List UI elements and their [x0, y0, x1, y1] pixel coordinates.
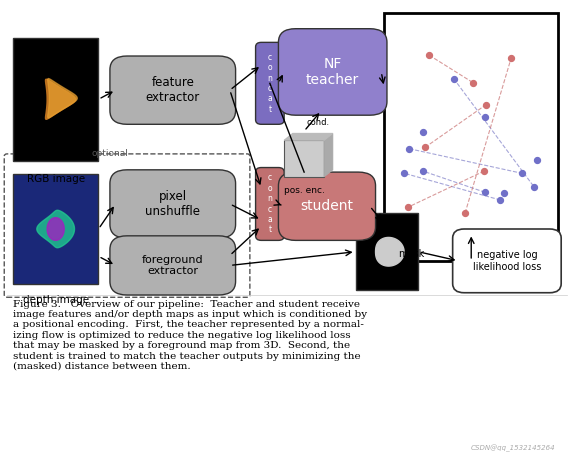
Text: depth image: depth image [22, 295, 89, 305]
Point [499, 189, 509, 196]
Point [425, 52, 434, 59]
Point [482, 101, 491, 108]
Point [518, 170, 527, 177]
Point [506, 55, 515, 62]
Point [480, 189, 490, 196]
Text: feature
extractor: feature extractor [146, 76, 200, 104]
Text: RGB image: RGB image [26, 174, 85, 185]
Text: cond.: cond. [307, 118, 330, 126]
Polygon shape [37, 210, 75, 248]
Point [418, 168, 428, 175]
FancyBboxPatch shape [110, 56, 235, 124]
Text: foreground
extractor: foreground extractor [142, 255, 204, 276]
Point [468, 79, 478, 87]
FancyBboxPatch shape [110, 236, 235, 295]
Point [533, 157, 542, 164]
Polygon shape [324, 133, 333, 177]
FancyBboxPatch shape [278, 29, 387, 115]
Text: optional: optional [91, 149, 129, 158]
Text: pixel
unshuffle: pixel unshuffle [145, 190, 200, 218]
FancyBboxPatch shape [255, 168, 284, 240]
Point [449, 75, 458, 82]
Text: mask: mask [398, 249, 425, 259]
Text: NF
teacher: NF teacher [306, 57, 359, 87]
Point [496, 196, 505, 204]
Point [421, 144, 430, 151]
FancyBboxPatch shape [255, 42, 284, 124]
Text: pos. enc.: pos. enc. [284, 186, 324, 195]
Bar [355, 213, 418, 290]
Text: student: student [300, 199, 354, 213]
Point [530, 184, 539, 191]
FancyBboxPatch shape [284, 140, 324, 177]
Polygon shape [47, 218, 64, 240]
Polygon shape [48, 79, 77, 118]
FancyBboxPatch shape [110, 170, 235, 238]
Polygon shape [284, 133, 333, 140]
Text: negative log
likelihood loss: negative log likelihood loss [473, 250, 541, 272]
Text: CSDN@qq_1532145264: CSDN@qq_1532145264 [471, 445, 556, 452]
Bar [13, 174, 99, 284]
FancyBboxPatch shape [278, 172, 375, 240]
Text: Figure 3.   Overview of our pipeline:  Teacher and student receive
image feature: Figure 3. Overview of our pipeline: Teac… [13, 300, 367, 371]
FancyBboxPatch shape [453, 229, 561, 293]
Point [405, 145, 414, 153]
Polygon shape [375, 237, 404, 266]
Point [403, 204, 412, 211]
Text: dist.
loss: dist. loss [390, 217, 410, 238]
Polygon shape [45, 79, 76, 119]
Bar [384, 13, 559, 261]
Point [479, 167, 488, 174]
Text: c
o
n
c
a
t: c o n c a t [267, 53, 272, 114]
Point [460, 209, 470, 217]
Point [418, 129, 428, 136]
Bar [13, 38, 99, 161]
Point [400, 169, 409, 177]
Point [481, 114, 490, 121]
Text: c
o
n
c
a
t: c o n c a t [267, 174, 272, 234]
